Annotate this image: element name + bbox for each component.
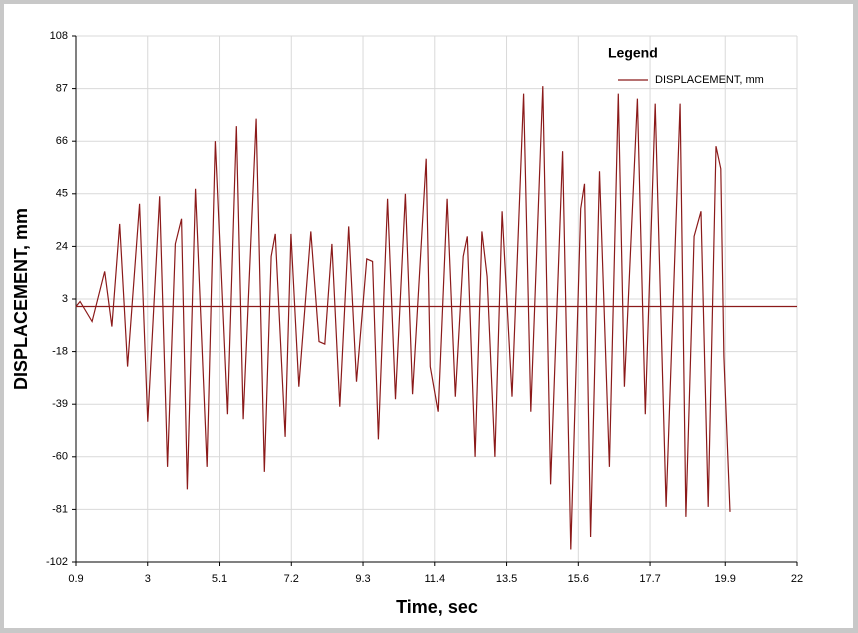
y-tick-label: -39 bbox=[52, 398, 68, 410]
y-tick-label: 45 bbox=[56, 188, 68, 200]
x-tick-label: 5.1 bbox=[212, 573, 227, 585]
x-tick-label: 19.9 bbox=[715, 573, 736, 585]
x-tick-label: 17.7 bbox=[639, 573, 660, 585]
y-tick-label: 66 bbox=[56, 135, 68, 147]
y-tick-label: -81 bbox=[52, 503, 68, 515]
x-tick-label: 11.4 bbox=[424, 573, 445, 585]
series-line bbox=[75, 86, 731, 550]
x-tick-label: 15.6 bbox=[568, 573, 589, 585]
x-tick-label: 3 bbox=[145, 573, 151, 585]
x-tick-label: 0.9 bbox=[68, 573, 83, 585]
y-tick-label: -60 bbox=[52, 451, 68, 463]
x-tick-label: 7.2 bbox=[284, 573, 299, 585]
y-tick-label: -18 bbox=[52, 346, 68, 358]
y-tick-label: 87 bbox=[56, 83, 68, 95]
legend-title: Legend bbox=[608, 45, 658, 61]
x-tick-label: 22 bbox=[791, 573, 803, 585]
x-tick-label: 13.5 bbox=[496, 573, 517, 585]
panel bbox=[4, 4, 853, 628]
y-axis-label: DISPLACEMENT, mm bbox=[11, 208, 31, 390]
x-tick-label: 9.3 bbox=[355, 573, 370, 585]
y-tick-label: -102 bbox=[46, 556, 68, 568]
y-tick-label: 108 bbox=[50, 30, 68, 42]
x-axis-label: Time, sec bbox=[396, 597, 478, 617]
legend-label: DISPLACEMENT, mm bbox=[655, 74, 764, 86]
y-tick-label: 3 bbox=[62, 293, 68, 305]
y-tick-label: 24 bbox=[56, 240, 68, 252]
